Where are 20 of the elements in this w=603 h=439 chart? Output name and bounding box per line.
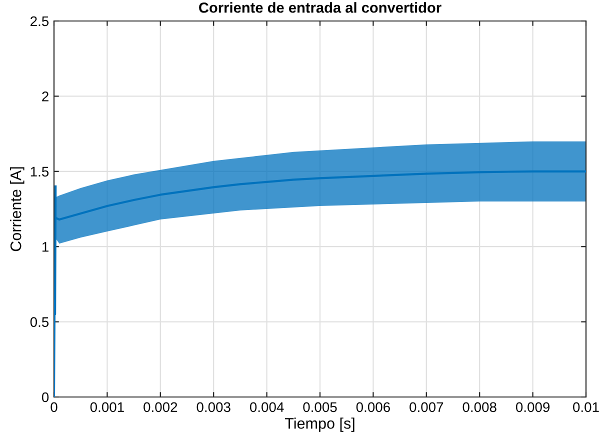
y-tick-label: 1.5 <box>30 166 49 177</box>
x-tick-label: 0.005 <box>303 402 337 412</box>
x-tick-label: 0.009 <box>516 402 550 412</box>
y-tick-label: 0.5 <box>30 317 49 327</box>
y-tick-label: 2 <box>42 92 48 102</box>
chart-title: Corriente de entrada al convertidor <box>199 2 442 13</box>
x-tick-label: 0.007 <box>410 402 444 412</box>
x-tick-label: 0.004 <box>250 402 284 412</box>
x-tick-label: 0.002 <box>144 402 178 412</box>
x-tick-label: 0.001 <box>90 402 124 412</box>
x-tick-label: 0.01 <box>573 402 599 412</box>
y-axis-title: Corriente [A] <box>10 167 24 252</box>
x-tick-label: 0.006 <box>356 402 390 412</box>
x-tick-label: 0 <box>50 402 58 412</box>
y-tick-label: 2.5 <box>30 16 49 26</box>
x-axis-title: Tiempo [s] <box>284 418 354 432</box>
y-tick-label: 1 <box>42 242 48 252</box>
x-tick-label: 0.008 <box>462 402 496 412</box>
y-tick-label: 0 <box>42 392 49 402</box>
x-tick-label: 0.003 <box>196 402 230 412</box>
